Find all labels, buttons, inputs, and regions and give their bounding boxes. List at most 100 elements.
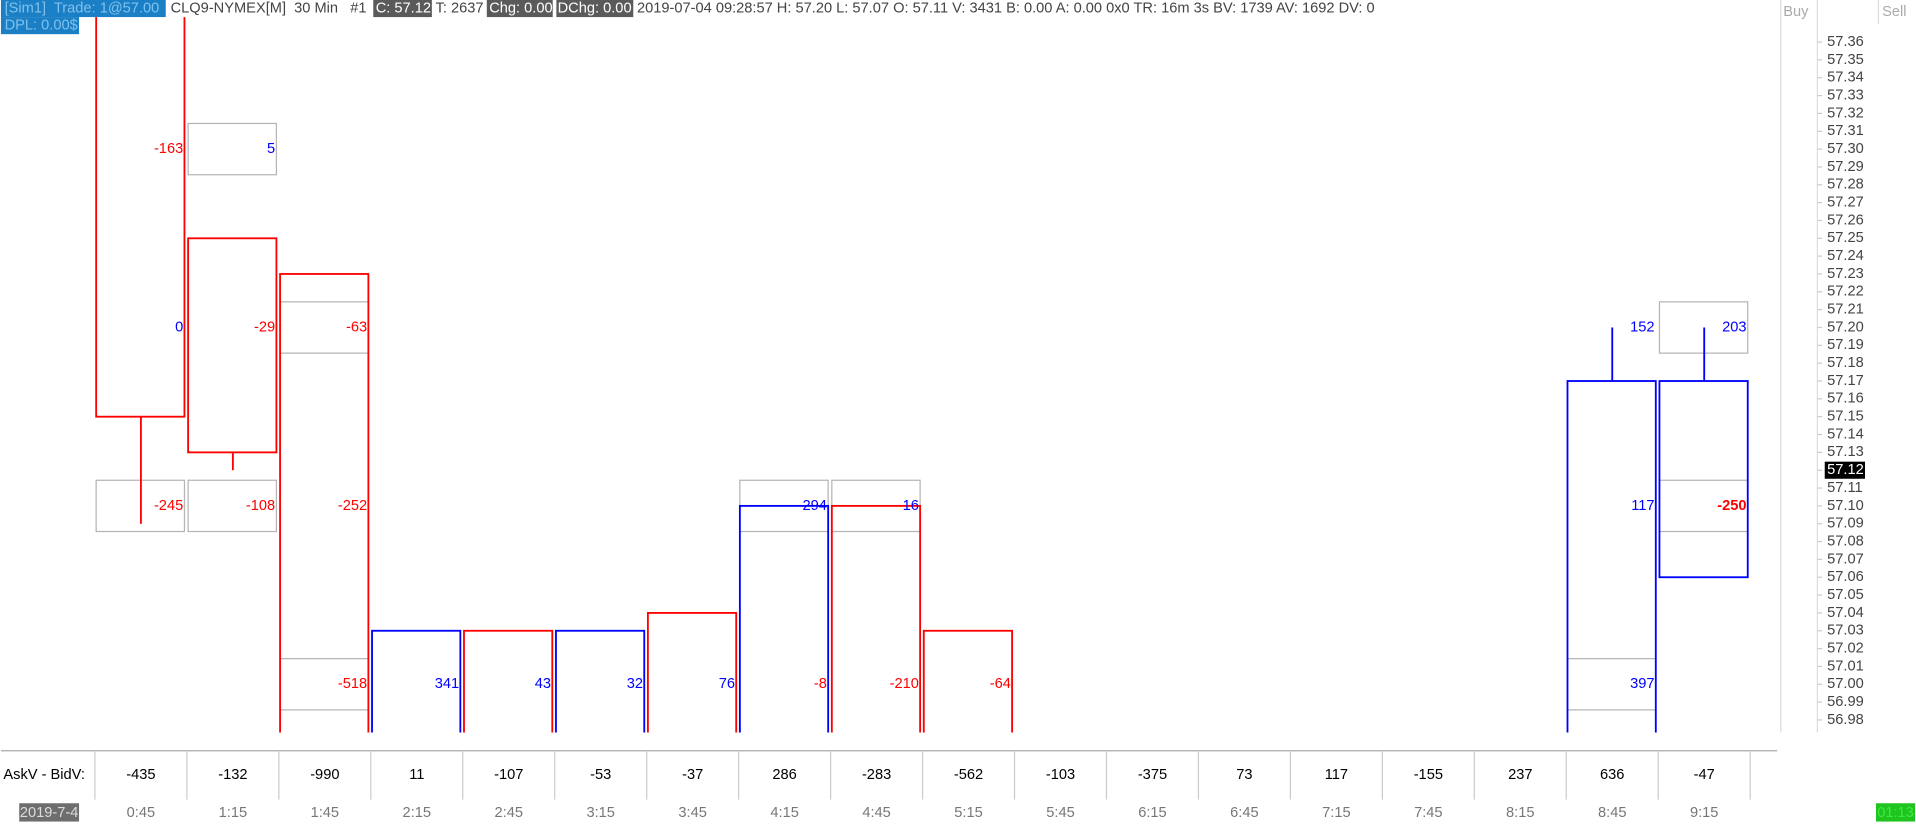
delta-value: -47 [1694,767,1715,783]
price-label: 56.98 [1827,712,1864,728]
cell-value: 203 [1722,319,1746,335]
price-label: 57.33 [1827,87,1864,103]
time-label: 5:15 [954,805,982,821]
price-label: 57.30 [1827,141,1864,157]
price-label: 57.19 [1827,337,1864,353]
cell-value: 397 [1630,676,1654,692]
last-price: 57.12 [1827,462,1864,478]
delta-value: 636 [1600,767,1624,783]
cell-value: -252 [338,498,367,514]
cell-value: 16 [903,498,919,514]
candle-body [1658,380,1749,579]
time-label: 4:45 [862,805,890,821]
cell-value: 76 [719,676,735,692]
close: C: 57.12 [376,0,431,16]
price-label: 57.01 [1827,658,1864,674]
candle-body [646,612,738,733]
cell-value: -250 [1717,498,1746,514]
ticks: T: 2637 [436,0,484,16]
dpl: DPL: 0.00$ [5,18,78,34]
time-label: 3:45 [678,805,706,821]
price-label: 57.17 [1827,373,1864,389]
delta-value: -435 [126,767,155,783]
time-label: 2:15 [403,805,431,821]
delta-value: 286 [772,767,796,783]
cell-value: -518 [338,676,367,692]
time-label: 7:15 [1322,805,1350,821]
delta-value: -990 [310,767,339,783]
delta-value: -53 [590,767,611,783]
date-bg [19,803,80,822]
dchg: DChg: 0.00 [558,0,632,16]
price-label: 57.14 [1827,426,1864,442]
delta-value: -107 [494,767,523,783]
delta-value: -132 [218,767,247,783]
price-label: 57.35 [1827,52,1864,68]
candle-body [95,17,186,418]
candle-body [279,273,370,733]
price-label: 57.09 [1827,516,1864,532]
chg: Chg: 0.00 [489,0,552,16]
delta-value: -155 [1414,767,1443,783]
cell-value: -108 [246,498,275,514]
buy-button[interactable]: Buy [1783,4,1809,20]
symbol: CLQ9-NYMEX[M] 30 Min #1 [171,0,367,16]
time-label: 0:45 [127,805,155,821]
candle-body [187,237,278,454]
cell-value: 32 [627,676,643,692]
cell-value: -29 [254,319,275,335]
candle-body [555,629,646,733]
candle-body [463,629,554,733]
info: 2019-07-04 09:28:57 H: 57.20 L: 57.07 O:… [637,0,1375,16]
time-label: 6:45 [1230,805,1258,821]
dchg-bg [556,0,634,18]
time-label: 5:45 [1046,805,1074,821]
price-label: 57.13 [1827,444,1864,460]
timer-bg [1875,803,1916,822]
account: [Sim1] Trade: 1@57.00 [5,0,160,16]
cell-value: 117 [1631,498,1654,514]
cell-value: 0 [175,319,183,335]
cell-box [187,479,278,533]
price-label: 57.06 [1827,569,1864,585]
price-label: 57.31 [1827,123,1864,139]
delta-value: 237 [1508,767,1532,783]
delta-value: -375 [1138,767,1167,783]
delta-value: 73 [1236,767,1252,783]
price-label: 57.04 [1827,605,1864,621]
time-label: 8:15 [1506,805,1534,821]
time-label: 4:15 [770,805,798,821]
timer: 01:13 [1877,805,1914,821]
price-label: 57.08 [1827,533,1864,549]
time-label: 7:45 [1414,805,1442,821]
time-label: 3:15 [586,805,614,821]
price-label: 57.03 [1827,623,1864,639]
price-label: 57.20 [1827,319,1864,335]
delta-value: -283 [862,767,891,783]
sell-button[interactable]: Sell [1882,4,1906,20]
price-label: 57.10 [1827,498,1864,514]
cell-value: -245 [154,498,183,514]
time-label: 1:15 [219,805,247,821]
price-label: 57.27 [1827,194,1864,210]
time-label: 6:15 [1138,805,1166,821]
time-label: 8:45 [1598,805,1626,821]
price-label: 57.11 [1827,480,1863,496]
account-bg [0,0,166,18]
cell-value: 5 [267,141,275,157]
time-label: 2:45 [495,805,523,821]
cell-value: -63 [346,319,367,335]
price-label: 57.24 [1827,248,1864,264]
price-label: 57.16 [1827,391,1864,407]
close-bg [373,0,432,18]
price-label: 57.25 [1827,230,1864,246]
cell-value: 43 [535,676,551,692]
cell-value: 152 [1630,319,1654,335]
candle-body [738,504,830,733]
cell-value: 294 [803,498,827,514]
price-label: 57.21 [1827,302,1864,318]
price-label: 57.18 [1827,355,1864,371]
price-label: 57.00 [1827,676,1864,692]
